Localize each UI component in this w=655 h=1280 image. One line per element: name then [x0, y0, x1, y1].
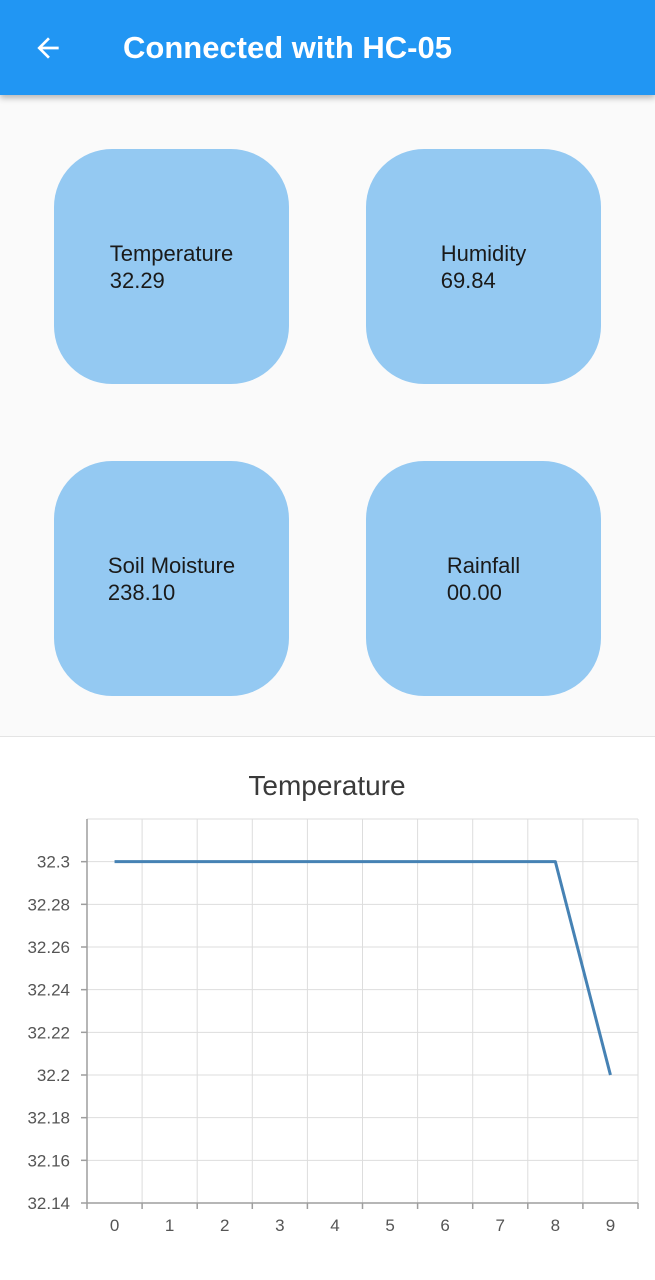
y-tick-label: 32.26	[27, 938, 70, 957]
y-tick-label: 32.3	[37, 853, 70, 872]
x-tick-label: 9	[606, 1216, 615, 1235]
y-tick-label: 32.14	[27, 1194, 70, 1213]
humidity-label: Humidity	[440, 240, 527, 266]
y-tick-label: 32.24	[27, 981, 70, 1000]
page-title: Connected with HC-05	[123, 30, 452, 65]
humidity-value: 69.84	[440, 267, 496, 293]
temperature-series-line	[114, 860, 612, 1076]
y-tick-label: 32.18	[27, 1109, 70, 1128]
temperature-label: Temperature	[109, 240, 234, 266]
x-tick-label: 6	[440, 1216, 449, 1235]
soil-moisture-tile[interactable]: Soil Moisture 238.10	[54, 461, 289, 696]
temperature-chart: Temperature 32.3 32.28 32.26 32.24 32.22 32.2…	[0, 737, 655, 1280]
x-tick-label: 4	[330, 1216, 339, 1235]
x-tick-label: 3	[275, 1216, 284, 1235]
y-tick-label: 32.28	[27, 895, 70, 914]
back-button[interactable]	[20, 24, 76, 72]
soil-moisture-label: Soil Moisture	[107, 552, 236, 578]
x-tick-label: 8	[551, 1216, 560, 1235]
humidity-tile[interactable]: Humidity 69.84	[366, 149, 601, 384]
soil-moisture-value: 238.10	[107, 579, 176, 605]
y-tick-label: 32.22	[27, 1023, 70, 1042]
app-bar: Connected with HC-05	[0, 0, 655, 95]
x-tick-label: 0	[110, 1216, 119, 1235]
rainfall-tile[interactable]: Rainfall 00.00	[366, 461, 601, 696]
chart-svg: Temperature 32.332.2832.2632.2432.2232.2…	[27, 770, 639, 1235]
y-tick-label: 32.16	[27, 1151, 70, 1170]
rainfall-label: Rainfall	[446, 552, 521, 578]
temperature-value: 32.29	[109, 267, 165, 293]
x-tick-label: 1	[165, 1216, 174, 1235]
chart-title: Temperature	[248, 770, 405, 801]
y-tick-label: 32.2	[37, 1066, 70, 1085]
temperature-tile[interactable]: Temperature 32.29	[54, 149, 289, 384]
divider	[0, 736, 655, 737]
x-tick-label: 5	[385, 1216, 394, 1235]
arrow-back-icon	[37, 37, 59, 59]
x-tick-label: 7	[496, 1216, 505, 1235]
rainfall-value: 00.00	[446, 579, 502, 605]
x-tick-label: 2	[220, 1216, 229, 1235]
